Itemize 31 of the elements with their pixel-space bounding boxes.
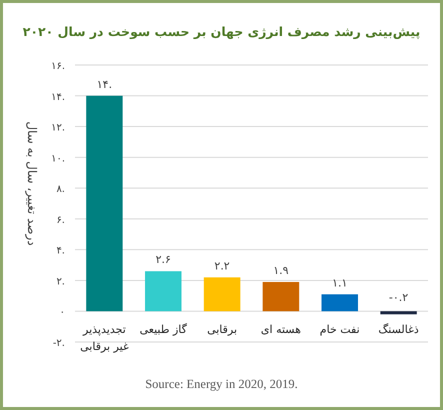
x-tick-label: ذغالسنگ: [378, 323, 419, 336]
y-tick-label: ۱۶.: [51, 61, 65, 72]
y-tick-label: -۲.: [52, 338, 65, 349]
data-label: -۰.۲: [388, 291, 408, 304]
y-tick-label: ۲.: [56, 276, 65, 288]
bar: [322, 294, 358, 312]
bar: [204, 277, 240, 312]
bar: [86, 96, 123, 312]
y-axis-title: درصد تغییر، سال به سال: [25, 121, 39, 246]
bar: [380, 311, 417, 314]
y-tick-label: ۱۴.: [51, 92, 65, 103]
x-tick-label: هسته ای: [260, 323, 302, 336]
y-tick-label: ۱۰.: [51, 153, 65, 164]
data-label: ۱.۹: [273, 264, 289, 277]
source-note: Source: Energy in 2020, 2019.: [145, 377, 298, 391]
y-tick-label: ۴.: [56, 246, 65, 257]
y-tick-label: ۱۲.: [51, 122, 65, 134]
y-tick-label: ۶.: [56, 214, 65, 226]
x-tick-label: نفت خام: [320, 323, 360, 336]
bar: [145, 271, 182, 312]
data-label: ۲.۶: [156, 253, 171, 266]
bar: [262, 282, 300, 312]
data-label: ۱۴.: [96, 78, 112, 91]
y-tick-label: ۸.: [56, 184, 65, 196]
data-label: ۱.۱: [332, 276, 348, 290]
data-label: ۲.۲: [214, 259, 230, 272]
chart-title: پیش‌بینی رشد مصرف انرژی جهان بر حسب سوخت در سال ۲۰۲۰: [22, 24, 420, 40]
y-tick-label: ۰: [60, 307, 65, 318]
x-tick-label: برقابی: [207, 323, 238, 336]
x-tick-label: گاز طبیعی: [140, 323, 188, 336]
x-tick-label: تجدیدپذیر غیر برقابی: [80, 323, 129, 353]
